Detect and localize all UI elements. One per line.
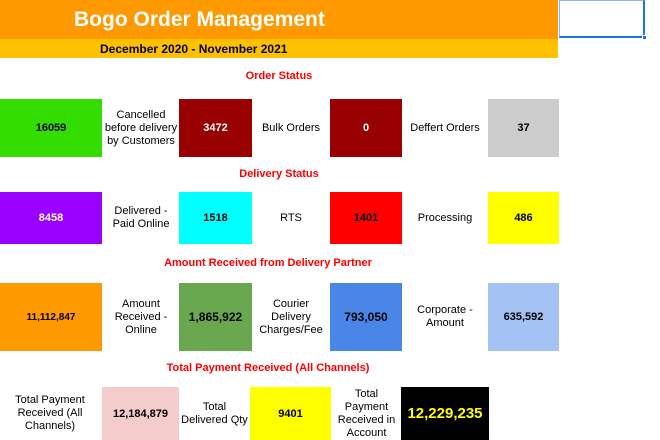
section-delivery-status: Delivery Status [239,168,319,180]
total-payment-all-label: Total Payment Received (All Channels) [15,394,85,432]
total-delivered-value: 8458 [0,192,102,244]
bulk-orders-value: 0 [330,99,402,157]
cancelled-orders-value: 3472 [179,99,252,157]
bulk-orders-label: Bulk Orders [261,121,321,134]
rts-value: 1401 [330,192,402,244]
processing-label: Processing [417,211,473,224]
cancelled-orders-label: Cancelled before delivery by Customers [104,108,178,147]
online-amount-label: Amount Received - Online [114,297,168,336]
selected-cell[interactable] [559,0,645,38]
payment-in-account-value: 12,229,235 [401,387,489,440]
section-amount-received: Amount Received from Delivery Partner [164,257,372,269]
paid-online-value: 1518 [179,192,252,244]
corporate-amount-label: Corporate - Amount [417,304,473,329]
total-orders-value: 16059 [0,99,102,157]
total-payment-all-value: 12,184,879 [102,387,179,440]
processing-value: 486 [488,192,559,244]
courier-charges-value: 793,050 [330,283,402,351]
total-delivered-qty-label: Total Delivered Qty [181,400,248,426]
corporate-amount-value: 635,592 [488,283,559,351]
payment-in-account-label: Total Payment Received in Account [337,387,396,439]
online-amount-value: 1,865,922 [179,283,252,351]
section-order-status: Order Status [245,70,313,82]
fill-handle[interactable] [642,35,647,40]
deffert-orders-value: 37 [488,99,559,157]
courier-charges-label: Courier Delivery Charges/Fee [259,297,323,336]
total-amount-value: 11,112,847 [0,283,102,351]
total-delivered-qty-value: 9401 [250,387,331,440]
paid-online-label: Delivered - Paid Online [112,205,170,230]
date-range-subtitle: December 2020 - November 2021 [0,39,558,58]
deffert-orders-label: Deffert Orders [410,121,480,134]
section-total-payment: Total Payment Received (All Channels) [166,362,370,374]
rts-label: RTS [280,211,302,224]
dashboard-title: Bogo Order Management [0,0,558,39]
